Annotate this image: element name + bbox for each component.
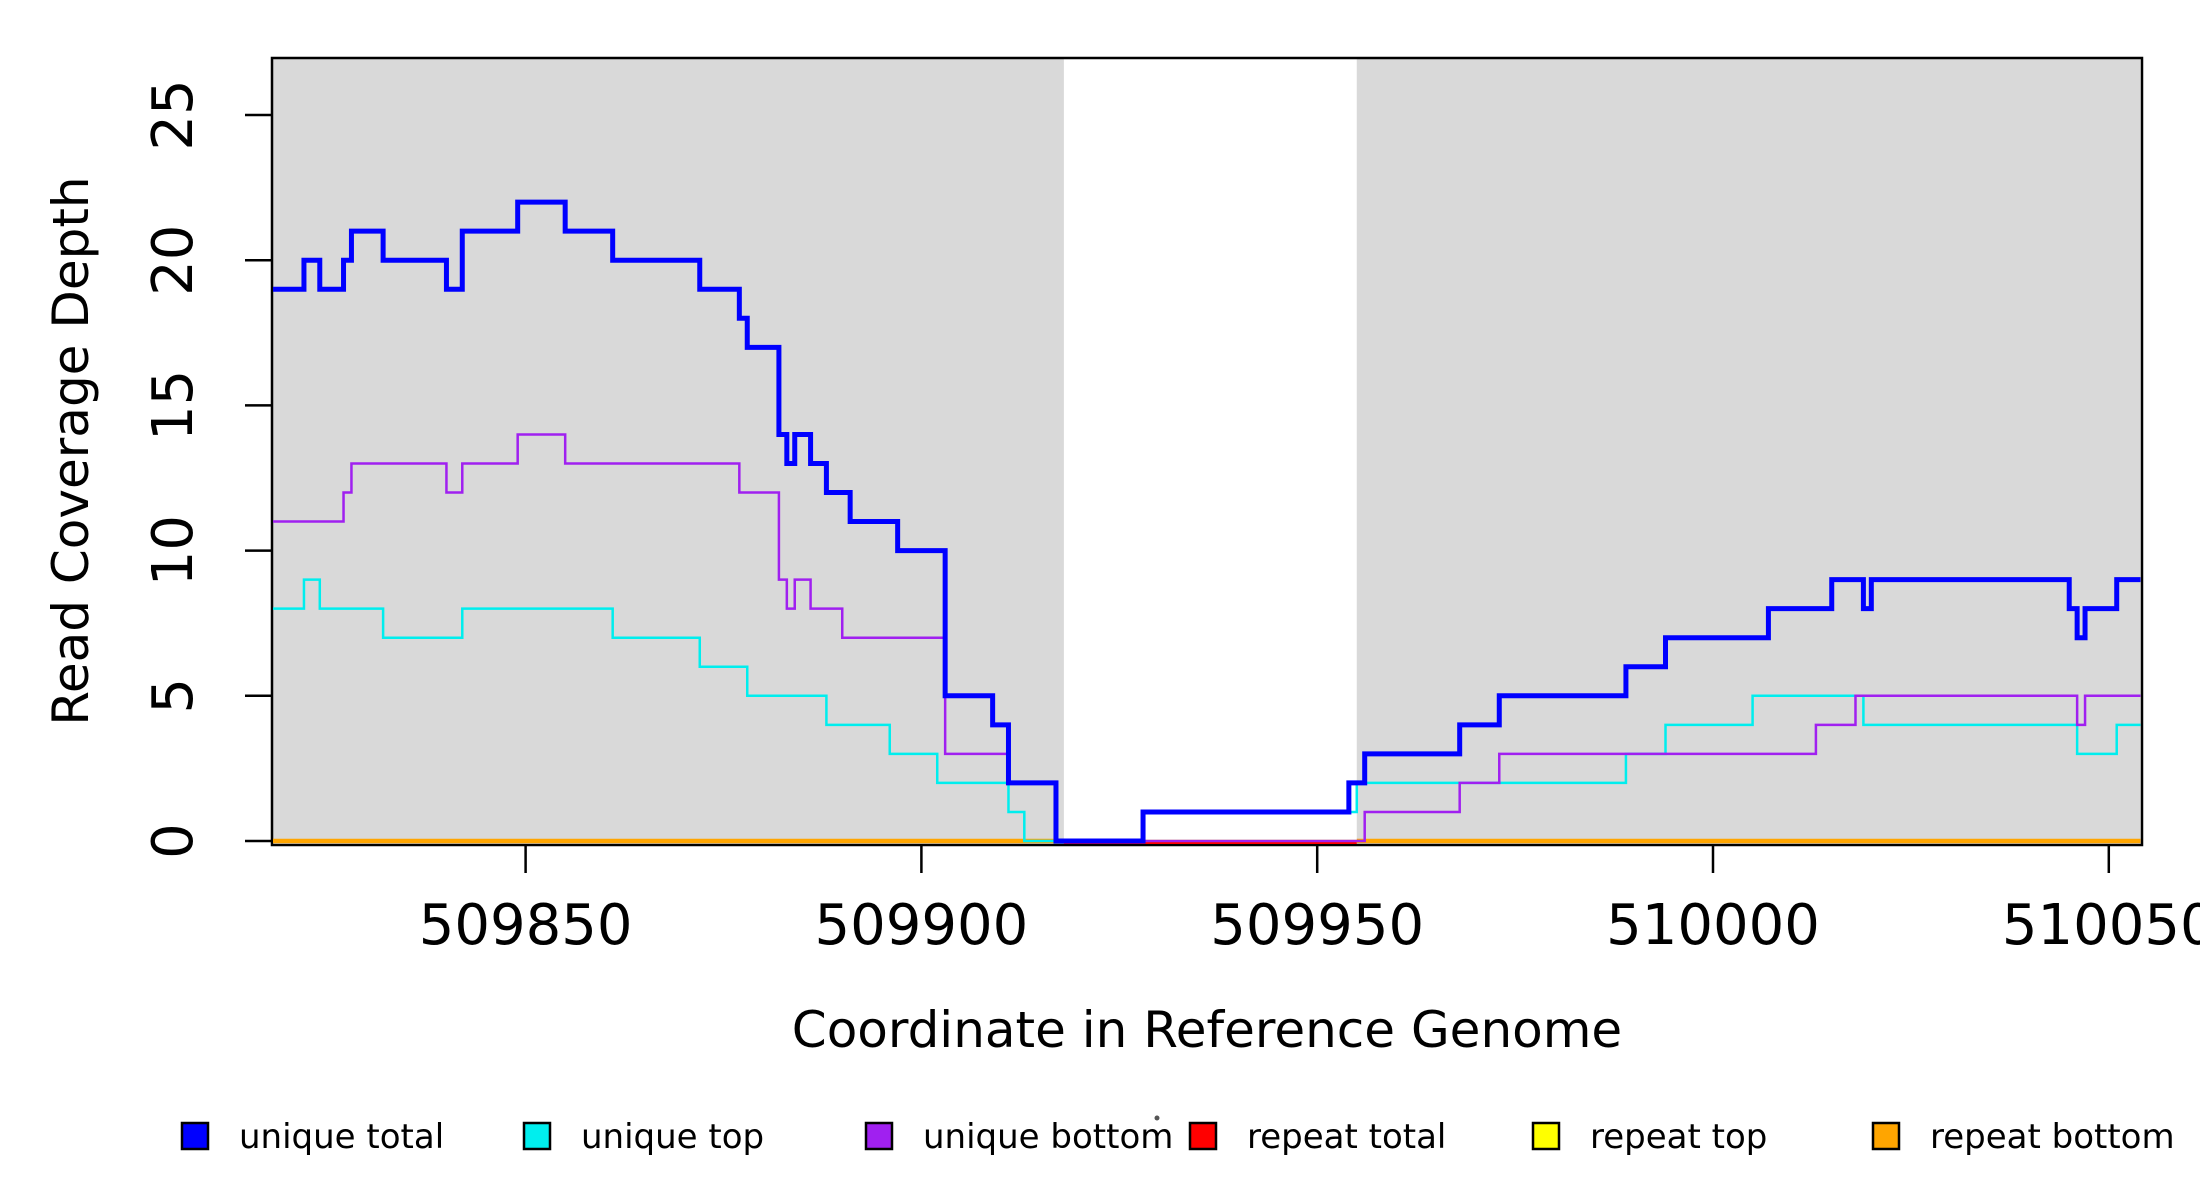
legend-label-repeat-top: repeat top [1590, 1117, 1767, 1157]
y-tick-label: 15 [141, 370, 206, 441]
x-tick-label: 510000 [1606, 893, 1820, 958]
legend-label-unique-top: unique top [581, 1117, 764, 1157]
legend-artifact-dot [1154, 1115, 1160, 1121]
y-tick-label: 10 [141, 515, 206, 586]
legend-swatch-unique-bottom [864, 1121, 894, 1151]
series-unique-top [273, 578, 2141, 843]
legend-swatch-unique-total [180, 1121, 210, 1151]
y-tick-label: 25 [141, 79, 206, 150]
series-lines [273, 199, 2141, 844]
series-unique-bottom [273, 433, 2141, 843]
legend-label-repeat-bottom: repeat bottom [1930, 1117, 2175, 1157]
series-unique-total [273, 199, 2141, 844]
shaded-regions [272, 59, 2141, 843]
x-tick-label: 509950 [1210, 893, 1424, 958]
y-tick-label: 20 [141, 225, 206, 296]
legend-label-unique-total: unique total [239, 1117, 444, 1157]
y-tick-label: 0 [141, 823, 206, 859]
plot-frame [270, 56, 2144, 847]
legend-swatch-repeat-total [1188, 1121, 1218, 1151]
x-axis-title: Coordinate in Reference Genome [792, 1001, 1622, 1059]
legend-label-unique-bottom: unique bottom [923, 1117, 1173, 1157]
legend-swatch-repeat-bottom [1871, 1121, 1901, 1151]
x-tick-label: 509850 [419, 893, 633, 958]
legend-label-repeat-total: repeat total [1247, 1117, 1446, 1157]
legend-swatch-repeat-top [1531, 1121, 1561, 1151]
shaded-region [1356, 59, 2141, 843]
legend: unique total unique top unique bottom repea… [180, 1117, 2175, 1157]
x-tick-label: 509900 [815, 893, 1029, 958]
y-tick-label: 5 [141, 678, 206, 714]
legend-swatch-unique-top [522, 1121, 552, 1151]
y-axis-title: Read Coverage Depth [42, 176, 100, 725]
shaded-region [272, 59, 1064, 843]
axes: 509850 509900 509950 510000 510050 0 5 10 15 20 25 [141, 79, 2200, 958]
x-tick-label: 510050 [2002, 893, 2200, 958]
